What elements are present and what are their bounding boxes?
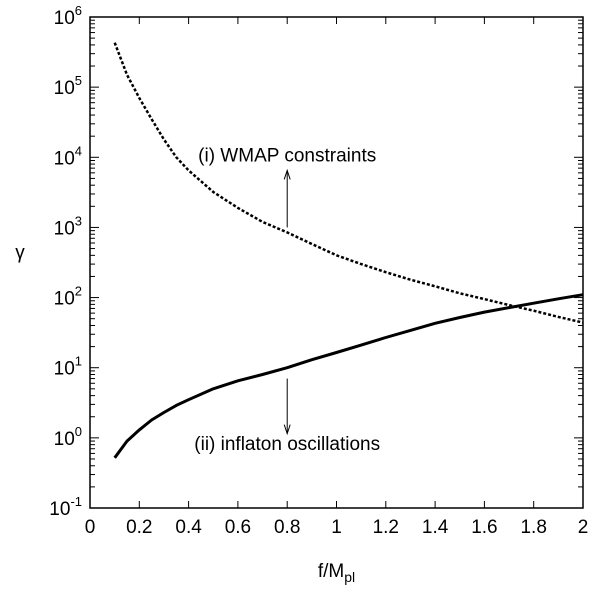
x-tick-label: 0.2 <box>126 517 152 538</box>
y-tick-label: 105 <box>54 73 82 99</box>
x-tick-label: 1.2 <box>373 517 399 538</box>
x-tick-label: 0.8 <box>274 517 300 538</box>
annotation-label: (ii) inflaton oscillations <box>194 434 380 455</box>
series-line-oscillations <box>113 293 584 459</box>
x-tick-label: 0.6 <box>225 517 251 538</box>
y-tick-label: 106 <box>54 3 82 29</box>
y-tick-label: 100 <box>54 424 82 450</box>
x-axis-label-sub: pl <box>344 569 355 585</box>
y-tick-label: 102 <box>54 284 82 310</box>
x-axis-label-main: f/M <box>318 561 344 582</box>
x-tick-label: 1.8 <box>520 517 546 538</box>
series <box>113 42 584 459</box>
x-tick-label: 0 <box>85 517 96 538</box>
y-tick-label: 10-1 <box>49 494 82 520</box>
y-tick-label: 101 <box>54 354 82 380</box>
annotation-arrowhead <box>283 424 291 436</box>
x-tick-label: 1.6 <box>471 517 497 538</box>
y-axis-label: γ <box>15 243 25 264</box>
annotations: (i) WMAP constraints (ii) inflaton oscill… <box>194 145 380 454</box>
x-tick-label: 2 <box>578 517 589 538</box>
x-axis-label: f/Mpl <box>318 561 355 585</box>
annotation-label: (i) WMAP constraints <box>198 145 376 166</box>
series-line-wmap <box>113 42 584 324</box>
annotation-arrowhead <box>283 168 291 180</box>
ticks: 0 0.2 0.4 0.6 0.8 1 1.2 1.4 1.6 1.8 2 10-1 100 101 102… <box>49 3 588 538</box>
x-tick-label: 0.4 <box>175 517 202 538</box>
x-tick-label: 1 <box>331 517 342 538</box>
x-tick-label: 1.4 <box>422 517 449 538</box>
y-tick-label: 104 <box>54 143 82 169</box>
y-tick-label: 103 <box>54 213 82 239</box>
